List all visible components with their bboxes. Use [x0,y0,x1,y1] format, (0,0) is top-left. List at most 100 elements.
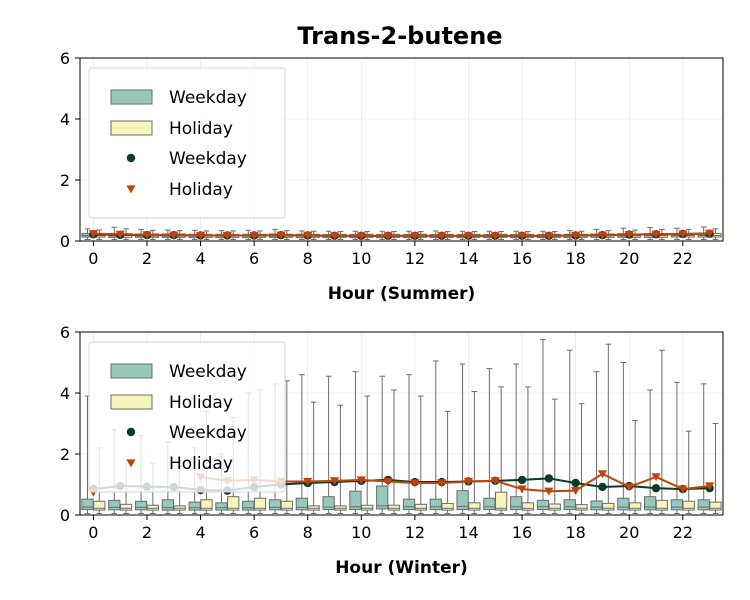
weekday-box [563,499,576,511]
x-tick-label: 12 [405,249,425,268]
holiday-mean-line [93,232,710,237]
holiday-box [280,500,293,511]
x-tick-label: 16 [512,523,532,542]
holiday-box [495,491,508,511]
weekday-box [295,497,308,511]
holiday-mean-point [195,231,206,240]
holiday-mean-point [678,230,688,239]
holiday-box [253,497,267,511]
holiday-mean-point [463,232,474,241]
legend-weekday-mean-swatch [126,427,136,437]
x-tick-label: 4 [195,523,205,542]
holiday-mean-point [517,485,527,494]
weekday-box [670,499,684,511]
weekday-mean-point [598,482,607,492]
holiday-box [575,504,588,511]
legend-label: Weekday [169,362,247,382]
holiday-mean-point [356,232,366,241]
holiday-mean-point [222,231,232,240]
y-tick-label: 6 [60,49,70,68]
x-axis-label: Hour (Summer) [328,284,476,304]
x-tick-label: 2 [142,523,152,542]
holiday-mean-point [303,231,313,240]
x-tick-label: 6 [249,523,259,542]
chart-title: Trans-2-butene [297,22,502,50]
holiday-mean-point [169,231,179,240]
holiday-mean-point [571,231,581,240]
holiday-mean-point [329,477,340,486]
weekday-mean-point [571,478,580,488]
x-tick-label: 6 [249,249,259,268]
weekday-box [161,499,175,511]
holiday-mean-point [410,232,420,241]
holiday-mean-point [88,230,98,239]
x-tick-label: 14 [458,249,478,268]
x-tick-label: 20 [619,249,639,268]
weekday-box [242,500,255,511]
holiday-box [119,503,133,511]
weekday-box [376,485,389,510]
holiday-box [227,496,240,511]
legend-weekday-box-swatch [110,89,153,105]
legend-weekday-mean-swatch [126,153,136,163]
holiday-mean-point [463,477,474,486]
holiday-mean-point [276,231,286,240]
y-tick-label: 0 [60,232,70,251]
weekday-mean-point [544,474,554,483]
axes-frame [79,57,724,242]
holiday-box [468,502,481,511]
y-tick-label: 0 [60,506,70,525]
x-tick-label: 4 [195,249,205,268]
legend-frame [88,67,286,219]
holiday-mean-point [115,230,125,239]
holiday-box [441,502,454,511]
weekday-box [268,499,282,511]
legend-weekday-box-swatch [110,363,153,379]
legend-frame [88,341,286,493]
y-tick-label: 4 [60,384,70,403]
panel-summer: 0 2 4 6 0 2 4 6 8 10 12 14 16 18 20 22 Hour (Summer) Week… [60,49,724,304]
legend: Weekday Holiday Weekday Holiday [88,341,286,493]
x-tick-label: 18 [565,523,585,542]
weekday-box [697,499,710,511]
x-tick-label: 10 [351,523,371,542]
holiday-mean-point [142,231,152,240]
holiday-mean-point [437,479,447,488]
weekday-box [81,498,94,511]
holiday-mean-point [597,231,608,240]
holiday-mean-point [383,477,393,486]
weekday-box [590,500,603,511]
holiday-box [93,500,106,511]
holiday-mean-point [571,487,581,495]
x-tick-label: 8 [303,249,313,268]
holiday-box [655,499,669,511]
legend-holiday-mean-swatch [126,185,136,194]
holiday-mean-point [517,232,527,241]
holiday-mean-point [356,476,366,485]
y-tick-label: 2 [60,171,70,190]
holiday-box [387,504,401,511]
weekday-box [402,498,416,511]
weekday-box [134,500,148,511]
holiday-mean-point [249,231,259,240]
holiday-box [628,502,642,511]
x-tick-label: 22 [673,249,693,268]
weekday-box [108,499,121,511]
weekday-box [456,490,469,511]
legend-label: Weekday [169,149,247,169]
holiday-box [548,503,561,511]
panels: 0 2 4 6 0 2 4 6 8 10 12 14 16 18 20 22 Hour (Summer) Week… [60,49,724,578]
x-tick-label: 16 [512,249,532,268]
axes-frame [79,331,724,516]
legend-label: Holiday [169,393,233,413]
holiday-mean-point [597,470,608,479]
holiday-mean-point [544,487,554,496]
weekday-box [429,498,442,511]
holiday-mean-point [383,232,393,241]
x-tick-label: 8 [303,523,313,542]
holiday-mean-point [303,477,313,486]
x-tick-label: 0 [88,249,98,268]
weekday-box [617,497,630,511]
x-tick-label: 0 [88,523,98,542]
